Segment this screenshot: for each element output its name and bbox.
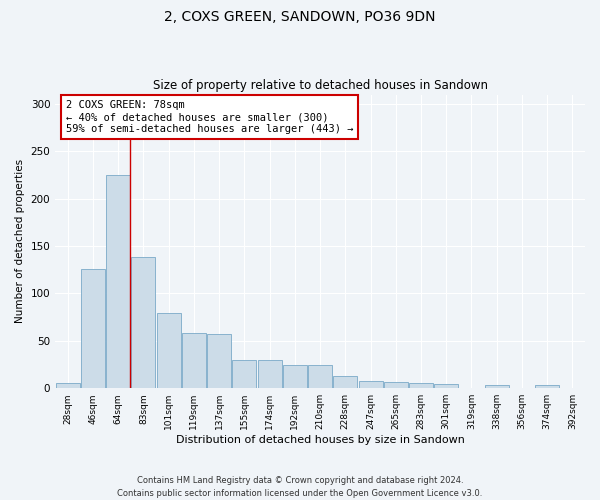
Bar: [81, 269, 105, 388]
Title: Size of property relative to detached houses in Sandown: Size of property relative to detached ho…: [152, 79, 488, 92]
X-axis label: Distribution of detached houses by size in Sandown: Distribution of detached houses by size …: [176, 435, 464, 445]
Bar: [257, 360, 281, 388]
Bar: [359, 380, 383, 388]
Bar: [535, 386, 559, 388]
Bar: [384, 382, 408, 388]
Bar: [207, 334, 231, 388]
Bar: [283, 364, 307, 388]
Text: 2, COXS GREEN, SANDOWN, PO36 9DN: 2, COXS GREEN, SANDOWN, PO36 9DN: [164, 10, 436, 24]
Bar: [232, 360, 256, 388]
Bar: [182, 334, 206, 388]
Text: Contains HM Land Registry data © Crown copyright and database right 2024.
Contai: Contains HM Land Registry data © Crown c…: [118, 476, 482, 498]
Bar: [157, 314, 181, 388]
Bar: [131, 256, 155, 388]
Bar: [56, 382, 80, 388]
Bar: [409, 382, 433, 388]
Bar: [334, 376, 357, 388]
Y-axis label: Number of detached properties: Number of detached properties: [15, 160, 25, 324]
Bar: [485, 386, 509, 388]
Text: 2 COXS GREEN: 78sqm
← 40% of detached houses are smaller (300)
59% of semi-detac: 2 COXS GREEN: 78sqm ← 40% of detached ho…: [66, 100, 353, 134]
Bar: [106, 175, 130, 388]
Bar: [308, 364, 332, 388]
Bar: [434, 384, 458, 388]
